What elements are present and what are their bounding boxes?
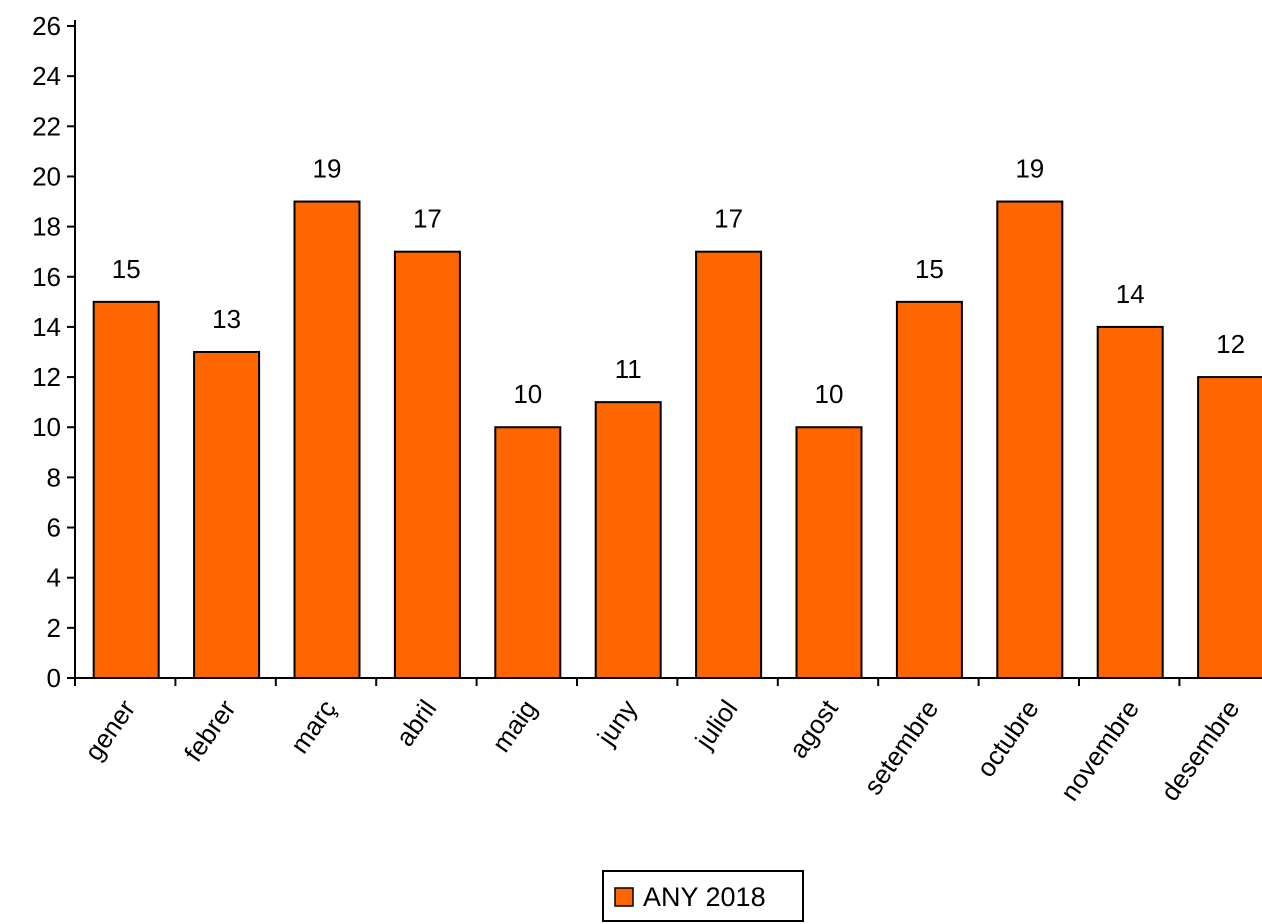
bar-agost [795, 426, 863, 679]
category-labels: gener febrer març abril maig juny juliol agost s… [78, 694, 1245, 807]
bar-juliol [695, 250, 763, 679]
y-tick-label: 12 [32, 362, 61, 392]
x-tick-label-febrer: febrer [178, 694, 242, 767]
x-tick-label-novembre: novembre [1054, 694, 1145, 806]
data-label-maig: 10 [513, 379, 542, 409]
bar-octubre [996, 200, 1064, 680]
bar-desembre [1197, 376, 1262, 679]
legend-label: ANY 2018 [643, 882, 766, 912]
bar-series [92, 200, 1262, 680]
y-tick-label: 6 [47, 513, 61, 543]
data-labels: 15 13 19 17 10 11 17 10 15 19 14 12 [112, 154, 1245, 410]
bar-novembre [1096, 325, 1164, 679]
data-label-agost: 10 [815, 379, 844, 409]
data-label-gener: 15 [112, 254, 141, 284]
x-tick-label-juliol: juliol [689, 694, 744, 755]
x-tick-label-desembre: desembre [1155, 694, 1246, 806]
y-tick-label: 26 [32, 11, 61, 41]
legend-box [602, 870, 804, 922]
y-tick-label: 0 [47, 663, 61, 693]
bar-abril [393, 250, 461, 679]
bar-setembre [895, 300, 963, 679]
x-tick-label-març: març [284, 694, 342, 759]
bar-febrer [193, 351, 261, 679]
x-tick-label-abril: abril [390, 694, 443, 751]
data-label-novembre: 14 [1116, 279, 1145, 309]
data-label-juliol: 17 [714, 204, 743, 234]
bar-març [293, 200, 361, 680]
y-tick-label: 20 [32, 161, 61, 191]
data-label-abril: 17 [413, 204, 442, 234]
data-label-octubre: 19 [1015, 154, 1044, 184]
data-label-setembre: 15 [915, 254, 944, 284]
x-tick-label-agost: agost [783, 694, 845, 764]
bar-juny [594, 401, 662, 679]
y-tick-label: 2 [47, 613, 61, 643]
y-tick-label: 10 [32, 412, 61, 442]
bar-gener [92, 300, 160, 679]
y-tick-label: 18 [32, 212, 61, 242]
x-tick-label-maig: maig [486, 694, 543, 757]
y-tick-label: 14 [32, 312, 61, 342]
y-tick-label: 22 [32, 111, 61, 141]
y-tick-label: 16 [32, 262, 61, 292]
y-tick-label: 4 [47, 563, 61, 593]
legend: ANY 2018 [602, 870, 804, 922]
data-label-març: 19 [313, 154, 342, 184]
data-label-febrer: 13 [212, 304, 241, 334]
data-label-desembre: 12 [1216, 329, 1245, 359]
x-tick-label-gener: gener [78, 694, 141, 766]
x-tick-label-octubre: octubre [970, 694, 1044, 782]
legend-swatch [614, 887, 634, 907]
bar-maig [494, 426, 562, 679]
y-tick-label: 8 [47, 462, 61, 492]
data-label-juny: 11 [615, 354, 642, 384]
y-tick-label: 24 [32, 61, 61, 91]
x-tick-label-setembre: setembre [858, 694, 945, 800]
x-tick-label-juny: juny [591, 694, 644, 751]
